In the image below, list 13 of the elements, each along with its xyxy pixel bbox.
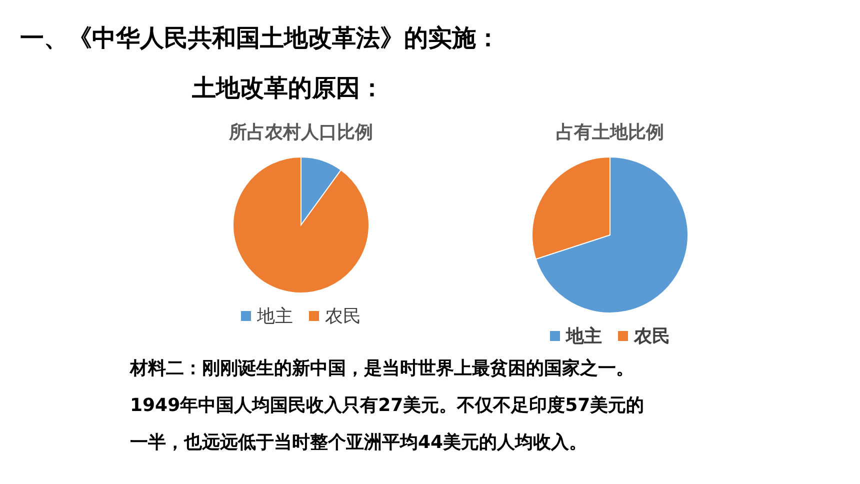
text: 材料二：刚刚诞生的新中国，是当时世界上最贫困的国家之一。 (130, 357, 635, 381)
legend-label: 地主 (257, 305, 293, 328)
chart-title: 所占农村人口比例 (228, 121, 374, 145)
text: 一半，也远远低于当时整个亚洲平均44美元的人均收入。 (130, 431, 588, 455)
text: 1949年中国人均国民收入只有27美元。不仅不足印度57美元的 (130, 394, 644, 418)
chart-title: 占有土地比例 (555, 121, 665, 145)
pie-slice (232, 156, 370, 294)
text: 一、《中华人民共和国土地改革法》的实施： (20, 23, 500, 54)
pie-slice (535, 156, 688, 314)
legend-label: 地主 (566, 325, 602, 348)
legend-label: 农民 (325, 305, 361, 328)
legend-label: 农民 (634, 325, 670, 348)
text: 土地改革的原因： (192, 73, 384, 104)
